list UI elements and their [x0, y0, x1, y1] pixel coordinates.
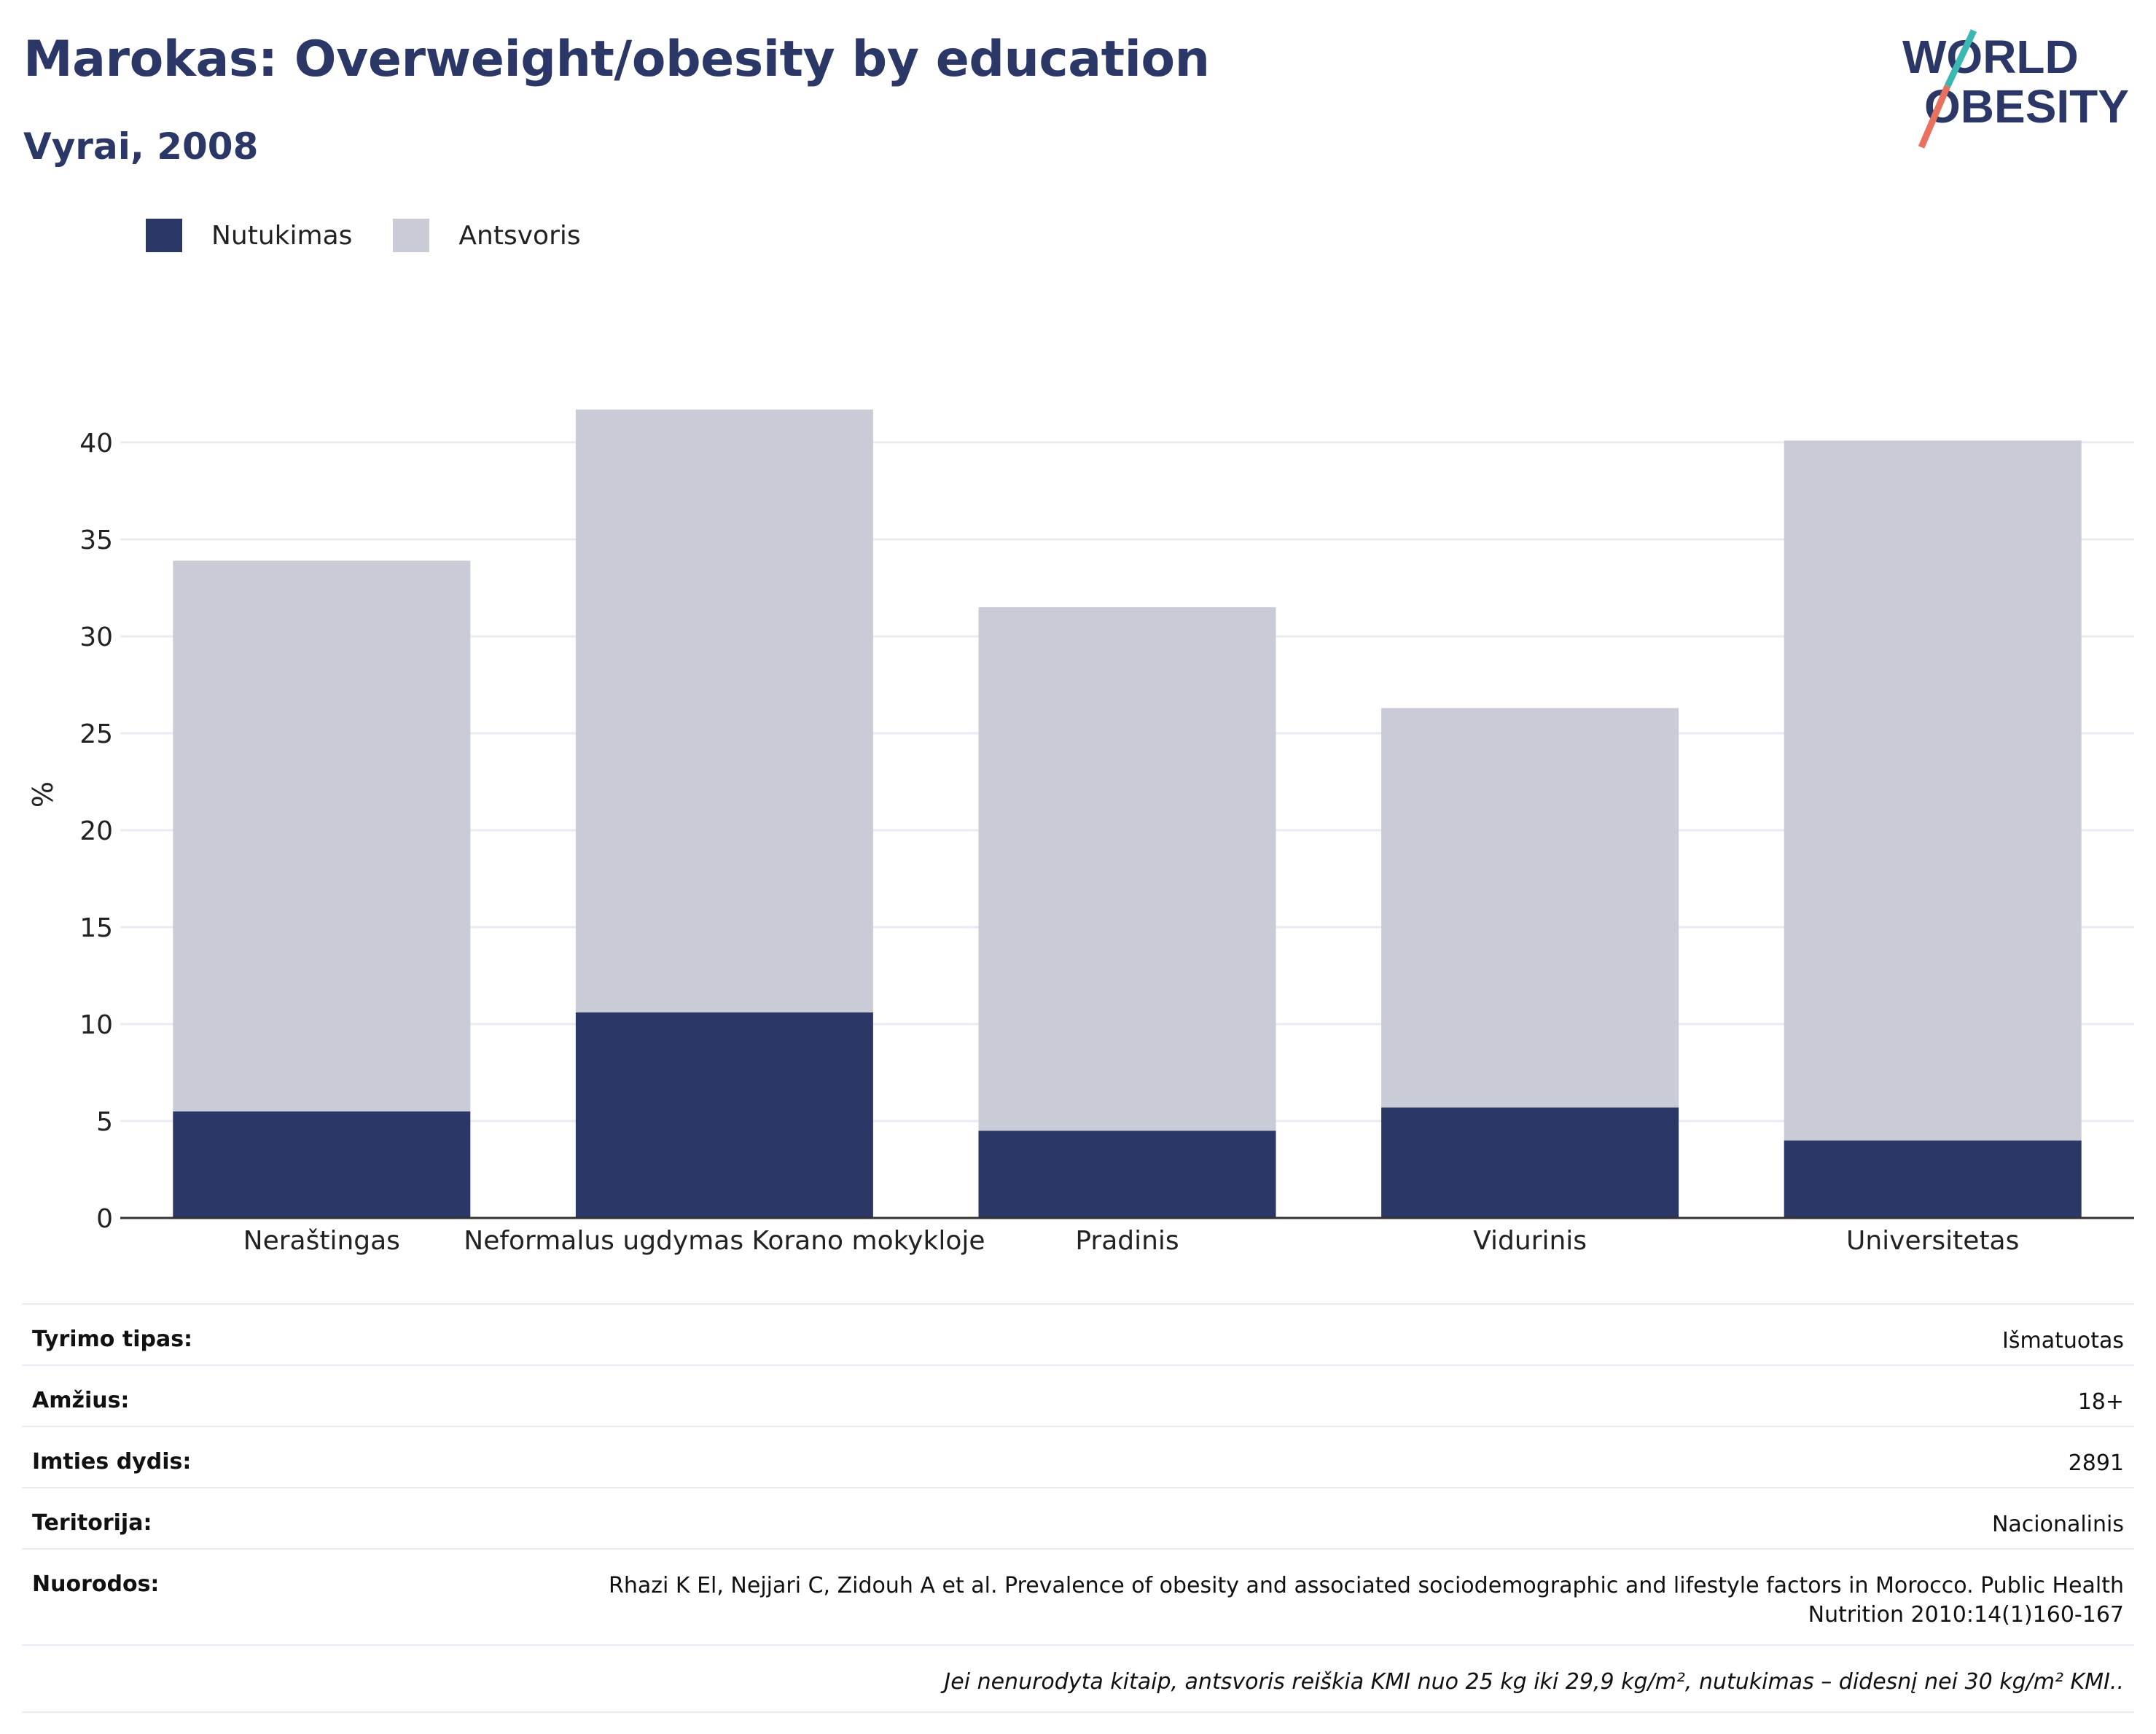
info-key: Imties dydis: — [32, 1449, 192, 1475]
x-tick-label: Pradinis — [1075, 1226, 1179, 1256]
bar-obesity — [1381, 1107, 1679, 1218]
info-key: Tyrimo tipas: — [32, 1327, 193, 1352]
y-tick-label: 0 — [96, 1204, 113, 1234]
bar-overweight — [575, 409, 873, 1013]
y-axis-title: % — [27, 781, 59, 808]
footnote-row: Jei nenurodyta kitaip, antsvoris reiškia… — [22, 1644, 2134, 1713]
x-tick-label: Neraštingas — [243, 1226, 400, 1256]
y-tick-label: 10 — [79, 1010, 113, 1040]
bar-obesity — [173, 1111, 471, 1218]
info-value: Nacionalinis — [1991, 1512, 2124, 1537]
info-key: Teritorija: — [32, 1510, 152, 1536]
info-row-survey-type: Tyrimo tipas: Išmatuotas — [22, 1303, 2134, 1364]
bar-obesity — [978, 1130, 1276, 1218]
info-key: Amžius: — [32, 1388, 130, 1413]
info-value: 2891 — [2068, 1450, 2124, 1476]
bar-chart: 0 5 10 15 20 25 30 35 40% Neraštingas Neformalus u… — [27, 409, 2134, 1256]
legend-swatch-obesity — [146, 219, 182, 252]
y-tick-label: 20 — [79, 816, 113, 846]
legend-item-overweight[interactable]: Antsvoris — [393, 219, 581, 252]
legend-label-overweight: Antsvoris — [458, 220, 581, 251]
info-value: Išmatuotas — [2002, 1328, 2124, 1354]
bar-overweight — [1381, 708, 1679, 1108]
x-tick-label: Neformalus ugdymas Korano mokykloje — [464, 1226, 985, 1256]
x-tick-label: Universitetas — [1846, 1226, 2019, 1256]
y-tick-label: 30 — [79, 622, 113, 652]
info-row-references: Nuorodos: Rhazi K El, Nejjari C, Zidouh … — [22, 1548, 2134, 1644]
y-tick-label: 35 — [79, 526, 113, 555]
y-tick-label: 5 — [96, 1107, 113, 1137]
info-row-age: Amžius: 18+ — [22, 1364, 2134, 1426]
legend-swatch-overweight — [393, 219, 430, 252]
info-table: Tyrimo tipas: Išmatuotas Amžius: 18+ Imt… — [22, 1303, 2134, 1713]
bar-overweight — [173, 561, 471, 1112]
info-value: Rhazi K El, Nejjari C, Zidouh A et al. P… — [609, 1573, 2124, 1628]
bar-obesity — [1784, 1140, 2082, 1218]
world-obesity-logo: WORLD OBESITY — [1902, 29, 2129, 149]
chart-subtitle: Vyrai, 2008 — [23, 125, 259, 168]
info-value: 18+ — [2077, 1389, 2124, 1415]
legend-label-obesity: Nutukimas — [211, 220, 353, 251]
logo-text-obesity: OBESITY — [1924, 80, 2129, 133]
x-tick-label: Vidurinis — [1473, 1226, 1587, 1256]
info-row-territory: Teritorija: Nacionalinis — [22, 1487, 2134, 1548]
legend-item-obesity[interactable]: Nutukimas — [146, 219, 352, 252]
chart-legend: Nutukimas Antsvoris — [146, 219, 622, 252]
info-row-sample-size: Imties dydis: 2891 — [22, 1426, 2134, 1487]
bar-overweight — [1784, 440, 2082, 1141]
logo-text-world: WORLD — [1902, 31, 2079, 83]
y-tick-label: 25 — [79, 719, 113, 749]
bar-obesity — [575, 1012, 873, 1218]
bar-overweight — [978, 607, 1276, 1131]
footnote: Jei nenurodyta kitaip, antsvoris reiškia… — [944, 1669, 2124, 1695]
info-key: Nuorodos: — [32, 1571, 160, 1597]
chart-title: Marokas: Overweight/obesity by education — [23, 31, 1210, 88]
y-tick-label: 40 — [79, 429, 113, 458]
y-tick-label: 15 — [79, 913, 113, 943]
